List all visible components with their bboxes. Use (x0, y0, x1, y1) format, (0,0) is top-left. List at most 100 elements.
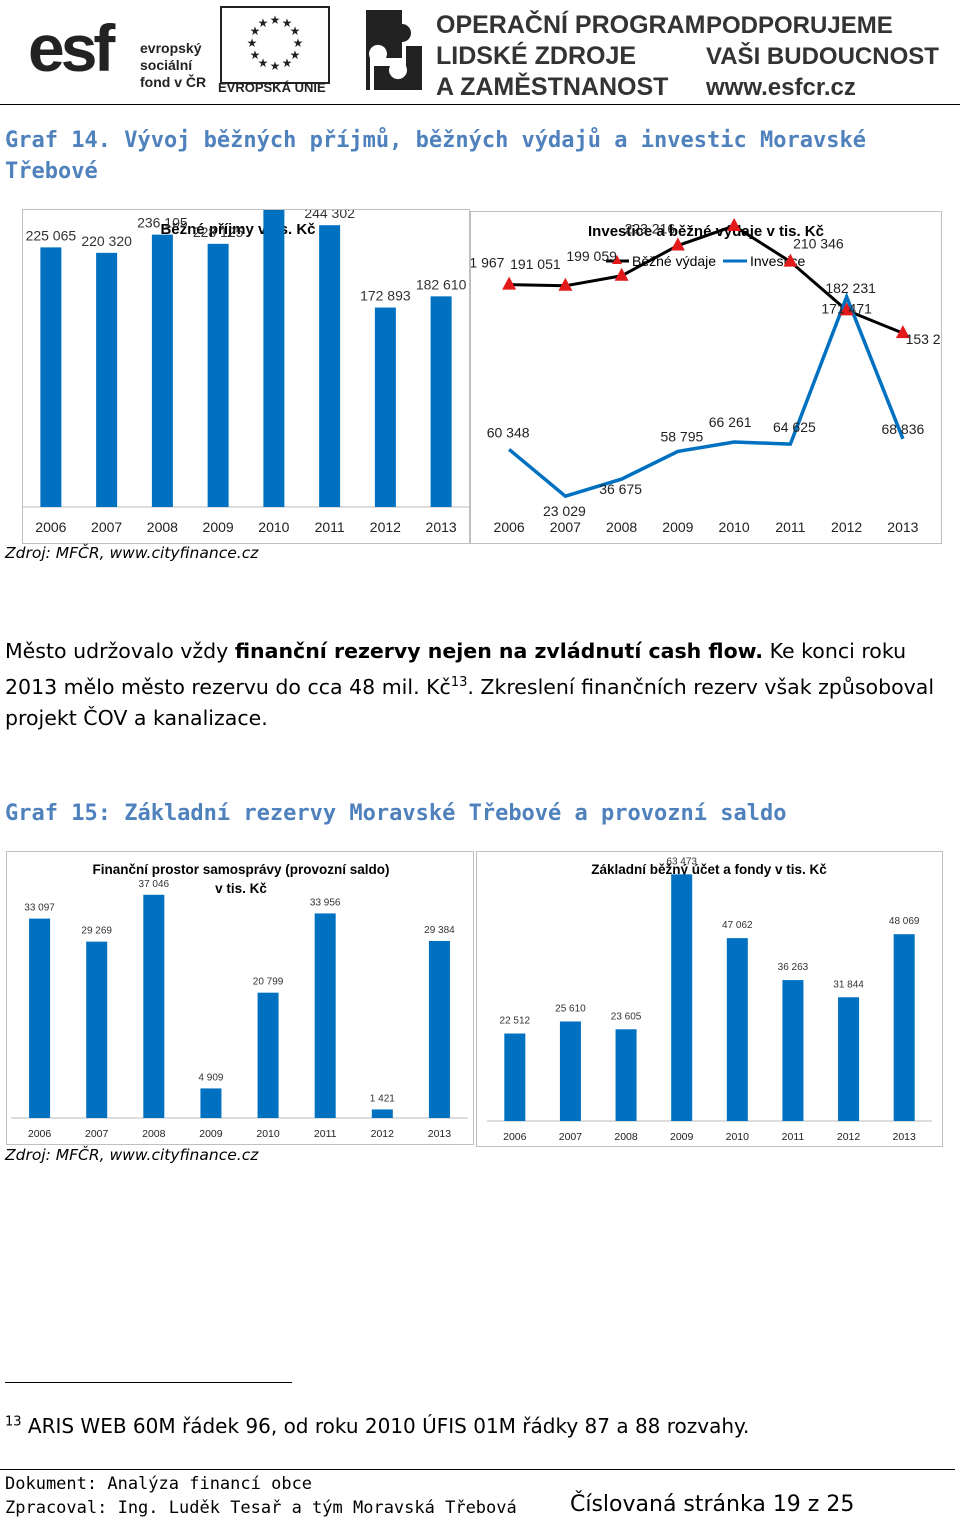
chart-title: Základní běžný účet a fondy v tis. Kč (591, 862, 827, 877)
series-line-bezne-vydaje (509, 224, 904, 335)
data-label-investice-2013: 68 836 (881, 421, 924, 437)
graph14-source: Zdroj: MFČR, www.cityfinance.cz (5, 544, 259, 562)
data-label-2011: 244 302 (304, 210, 355, 221)
footer-document: Dokument: Analýza financí obce (5, 1474, 313, 1494)
tick-label-2008: 2008 (606, 519, 637, 535)
bar-2013 (430, 296, 452, 507)
data-label-2008: 236 105 (137, 215, 188, 231)
bar-2012 (838, 997, 860, 1121)
bar-2006 (29, 918, 51, 1118)
data-label-investice-2011: 64 625 (773, 419, 816, 435)
footer-page-number: Číslovaná stránka 19 z 25 (570, 1492, 855, 1517)
data-label-investice-2009: 58 795 (660, 428, 703, 444)
marker-bezne-vydaje-2010 (727, 217, 742, 231)
data-label-2010: 47 062 (722, 920, 753, 931)
bar-2011 (319, 225, 341, 508)
data-label-2012: 31 844 (833, 979, 864, 990)
chart-bezne-prijmy: Běžné příjmy v tis. Kč 225 065 2006 220 320… (22, 187, 470, 544)
data-label-2011: 33 956 (310, 897, 341, 908)
tick-label-2011: 2011 (315, 519, 345, 535)
data-label-investice-2012: 182 231 (825, 280, 876, 296)
tick-label-2012: 2012 (831, 519, 862, 535)
bar-2010 (263, 207, 285, 508)
data-label-2007: 29 269 (81, 926, 112, 937)
series-line-investice (508, 292, 905, 499)
tick-label-2008: 2008 (142, 1128, 166, 1140)
graph15-source: Zdroj: MFČR, www.cityfinance.cz (5, 1146, 259, 1164)
tick-label-2010: 2010 (258, 519, 289, 535)
data-label-2006: 33 097 (24, 903, 55, 914)
tick-label-2010: 2010 (726, 1131, 750, 1143)
esf-logo: esf (28, 11, 115, 85)
footnote-ref: 13 (450, 675, 468, 690)
data-label-investice-2010: 66 261 (709, 414, 752, 430)
data-label-bezne-vydaje-2012: 171 471 (821, 300, 872, 316)
data-label-2006: 22 512 (500, 1016, 531, 1027)
bar-2008 (151, 234, 173, 507)
tick-label-2012: 2012 (370, 519, 401, 535)
data-label-2008: 37 046 (139, 879, 170, 890)
bar-2010 (726, 938, 748, 1121)
eu-flag-logo: ★ ★ ★ ★ ★ ★ ★ ★ ★ ★ ★ ★ (220, 6, 330, 84)
data-label-2012: 172 893 (360, 288, 411, 304)
tick-label-2009: 2009 (662, 519, 693, 535)
footnote: 13 ARIS WEB 60M řádek 96, od roku 2010 Ú… (5, 1414, 750, 1438)
data-label-bezne-vydaje-2007: 191 051 (510, 256, 561, 272)
tick-label-2006: 2006 (503, 1131, 527, 1143)
data-label-2007: 220 320 (81, 233, 132, 249)
tick-label-2013: 2013 (893, 1131, 917, 1143)
footer-author: Zpracoval: Ing. Luděk Tesař a tým Moravs… (5, 1498, 517, 1518)
chart-title-line: v tis. Kč (215, 881, 267, 896)
bar-2011 (314, 913, 336, 1118)
tick-label-2011: 2011 (775, 519, 805, 535)
tick-label-2013: 2013 (887, 519, 918, 535)
bar-2012 (374, 307, 396, 507)
bar-2009 (207, 243, 229, 507)
tick-label-2013: 2013 (426, 519, 457, 535)
chart-title: Investice a běžné výdaje v tis. Kč (588, 223, 824, 240)
svg-text:★: ★ (293, 36, 304, 50)
data-label-2008: 23 605 (611, 1011, 642, 1022)
svg-text:★: ★ (282, 56, 293, 70)
data-label-2011: 36 263 (778, 962, 809, 973)
marker-bezne-vydaje-2013 (895, 325, 910, 339)
svg-text:★: ★ (258, 56, 269, 70)
legend-label-bezne-vydaje: Běžné výdaje (632, 253, 716, 269)
data-label-2013: 182 610 (416, 276, 467, 292)
tick-label-2011: 2011 (314, 1128, 337, 1140)
data-label-2006: 225 065 (26, 227, 77, 243)
bar-2009 (671, 874, 693, 1121)
tick-label-2010: 2010 (256, 1128, 280, 1140)
body-paragraph: Město udržovalo vždy finanční rezervy ne… (5, 639, 935, 730)
data-label-2009: 228 125 (193, 224, 244, 240)
data-label-investice-2008: 36 675 (599, 481, 642, 497)
program-title: OPERAČNÍ PROGRAM LIDSKÉ ZDROJE A ZAMĚSTN… (436, 11, 706, 101)
tick-label-2007: 2007 (559, 1131, 583, 1143)
tick-label-2006: 2006 (35, 519, 66, 535)
tick-label-2009: 2009 (203, 519, 234, 535)
bar-2010 (257, 992, 279, 1118)
data-label-2013: 48 069 (889, 916, 920, 927)
footnote-divider (5, 1382, 292, 1383)
bezny-ucet-svg: Základní běžný účet a fondy v tis. Kč 22 … (487, 856, 932, 1143)
tick-label-2009: 2009 (199, 1128, 223, 1140)
eu-stars-icon: ★ ★★ ★★★ ★★★ ★★★ (247, 13, 304, 73)
marker-bezne-vydaje-2011 (783, 253, 798, 267)
svg-text:★: ★ (250, 48, 261, 62)
tick-label-2007: 2007 (91, 519, 122, 535)
bar-2007 (86, 941, 108, 1118)
tick-label-2011: 2011 (782, 1131, 805, 1143)
header-divider (0, 104, 960, 105)
puzzle-logo-icon (366, 10, 422, 90)
svg-text:★: ★ (250, 24, 261, 38)
svg-text:★: ★ (290, 48, 301, 62)
data-label-bezne-vydaje-2013: 153 226 (906, 331, 941, 347)
data-label-bezne-vydaje-2006: 191 967 (471, 255, 505, 271)
data-label-investice-2006: 60 348 (487, 424, 530, 440)
bar-2013 (428, 940, 450, 1118)
bar-2008 (615, 1029, 637, 1121)
bar-2008 (143, 894, 165, 1118)
bar-2007 (559, 1021, 581, 1121)
marker-bezne-vydaje-2006 (502, 276, 517, 290)
